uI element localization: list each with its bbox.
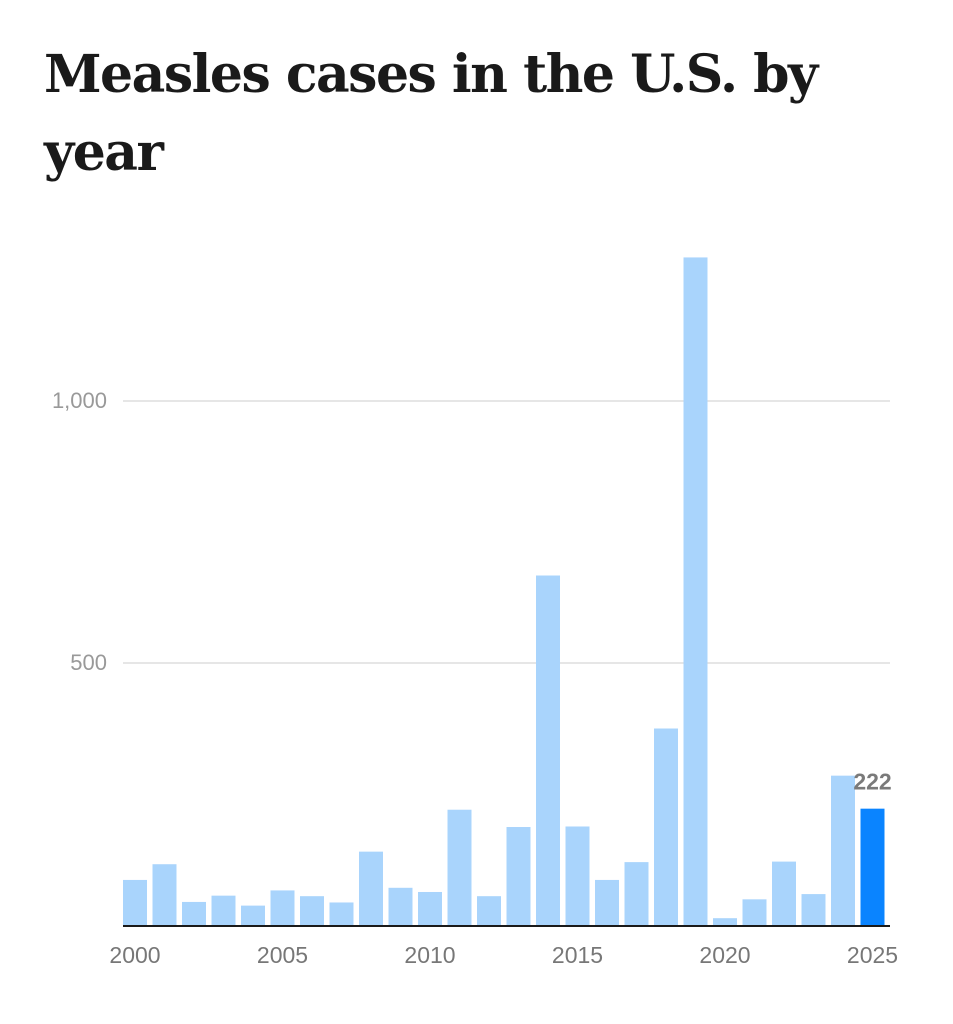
bar-2009	[388, 887, 413, 925]
bar-2000	[123, 879, 147, 925]
bar-2025	[860, 808, 885, 925]
gridlines	[123, 400, 890, 664]
bar-2015	[565, 826, 590, 925]
bar-2013	[506, 827, 531, 925]
bar-2019	[683, 257, 708, 925]
bar-2012	[477, 896, 501, 925]
bars	[123, 257, 885, 925]
bar-2020	[713, 918, 737, 925]
bar-2001	[152, 864, 177, 925]
bar-2022	[772, 861, 796, 925]
y-tick-label: 1,000	[52, 388, 107, 413]
bar-2011	[447, 809, 472, 925]
x-tick-label: 2005	[257, 942, 308, 968]
bar-2006	[300, 896, 324, 925]
bar-2018	[654, 728, 678, 925]
x-tick-label: 2010	[404, 942, 455, 968]
bar-2005	[270, 890, 295, 925]
bar-2002	[182, 901, 206, 925]
bar-2024	[831, 775, 855, 925]
bar-2010	[418, 891, 442, 925]
bar-2008	[359, 851, 383, 925]
bar-2023	[801, 894, 826, 925]
bar-2007	[329, 902, 354, 925]
bar-2014	[536, 575, 560, 925]
x-tick-label: 2015	[552, 942, 603, 968]
x-tick-label: 2000	[109, 942, 160, 968]
bar-2016	[595, 879, 619, 925]
chart-title: Measles cases in the U.S. by year	[44, 44, 818, 183]
labels: 500 1,000 2000 2005 2010 2015 2020 2025 222	[52, 388, 898, 968]
highlight-value-label: 222	[853, 769, 891, 795]
bar-2021	[742, 899, 767, 925]
y-tick-label: 500	[70, 650, 107, 675]
bar-2017	[624, 862, 649, 925]
bar-2003	[211, 895, 236, 925]
x-tick-label: 2020	[699, 942, 750, 968]
bar-2004	[241, 905, 265, 925]
x-tick-label: 2025	[847, 942, 898, 968]
